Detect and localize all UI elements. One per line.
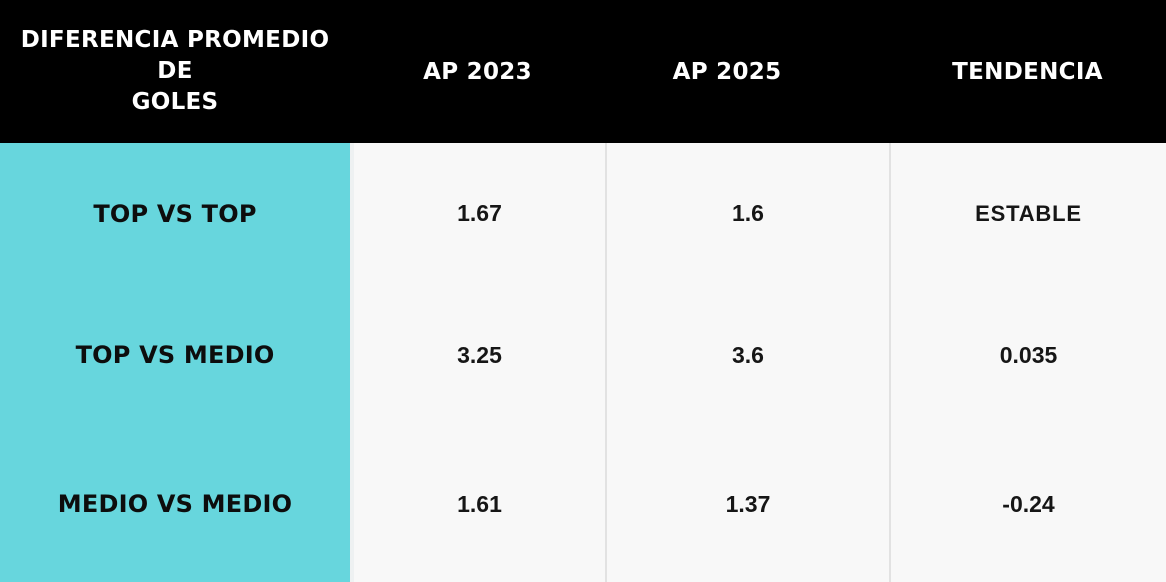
- row-label-medio-vs-medio: MEDIO VS MEDIO: [0, 426, 350, 582]
- header-cell-tendencia: TENDENCIA: [889, 0, 1166, 143]
- cell-medio-vs-medio-ap2023: 1.61: [350, 426, 605, 582]
- trend-value: ESTABLE: [975, 200, 1082, 226]
- table-title-line1: DIFERENCIA PROMEDIO DE: [20, 27, 330, 84]
- cell-top-vs-top-tendencia: ESTABLE: [889, 143, 1166, 284]
- cell-top-vs-top-ap2025: 1.6: [605, 143, 889, 284]
- cell-medio-vs-medio-tendencia: -0.24: [889, 426, 1166, 582]
- row-label-top-vs-top: TOP VS TOP: [0, 143, 350, 284]
- cell-top-vs-medio-ap2025: 3.6: [605, 284, 889, 426]
- table-title: DIFERENCIA PROMEDIO DE GOLES: [5, 25, 345, 118]
- cell-top-vs-medio-tendencia: 0.035: [889, 284, 1166, 426]
- cell-top-vs-medio-ap2023: 3.25: [350, 284, 605, 426]
- row-label-top-vs-medio: TOP VS MEDIO: [0, 284, 350, 426]
- header-cell-ap-2025: AP 2025: [605, 0, 889, 143]
- table-title-line2: GOLES: [131, 89, 219, 115]
- cell-top-vs-top-ap2023: 1.67: [350, 143, 605, 284]
- header-cell-diferencia-promedio-de-goles: DIFERENCIA PROMEDIO DE GOLES: [0, 0, 350, 143]
- header-cell-ap-2023: AP 2023: [350, 0, 605, 143]
- cell-medio-vs-medio-ap2025: 1.37: [605, 426, 889, 582]
